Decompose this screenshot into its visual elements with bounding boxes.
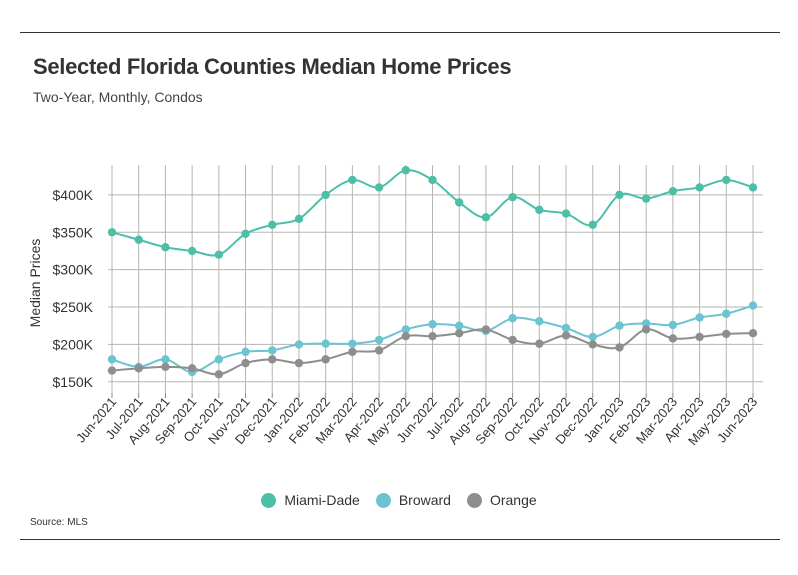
data-point-broward (374, 335, 384, 345)
y-tick-label: $150K (53, 374, 94, 390)
data-point-orange (588, 340, 597, 349)
data-point-orange (214, 370, 224, 379)
data-point-orange (668, 334, 678, 343)
data-point-orange (294, 358, 304, 368)
data-point-orange (374, 346, 384, 355)
data-point-miami-dade (187, 246, 197, 256)
grid (108, 165, 763, 393)
data-point-orange (508, 335, 517, 345)
data-point-broward (508, 314, 517, 323)
legend-item-miami-dade: Miami-Dade (261, 492, 360, 508)
data-point-miami-dade (588, 220, 597, 230)
data-point-miami-dade (615, 190, 624, 200)
data-point-miami-dade (107, 228, 117, 237)
data-point-miami-dade (374, 183, 384, 192)
data-point-orange (321, 355, 330, 364)
data-point-orange (695, 332, 704, 342)
y-axis-label: Median Prices (27, 239, 43, 328)
data-point-broward (748, 301, 758, 310)
data-point-orange (348, 347, 357, 357)
data-point-miami-dade (508, 192, 517, 202)
data-point-broward (348, 339, 357, 348)
data-point-miami-dade (561, 209, 571, 218)
data-point-miami-dade (428, 175, 437, 185)
data-point-miami-dade (348, 175, 357, 185)
legend: Miami-Dade Broward Orange (0, 492, 798, 508)
data-point-orange (455, 328, 464, 338)
y-tick-label: $400K (53, 187, 94, 203)
data-point-miami-dade (294, 214, 304, 224)
chart-title: Selected Florida Counties Median Home Pr… (33, 54, 512, 79)
series (107, 166, 758, 379)
data-point-miami-dade (481, 213, 491, 222)
legend-label: Broward (398, 492, 451, 508)
bottom-rule (20, 539, 780, 540)
data-point-orange (187, 364, 197, 373)
data-point-broward (695, 313, 704, 322)
data-point-broward (214, 355, 224, 364)
legend-label: Orange (489, 492, 537, 508)
data-point-orange (428, 331, 437, 341)
data-point-broward (588, 332, 597, 342)
legend-item-orange: Orange (466, 492, 537, 508)
legend-label: Miami-Dade (284, 492, 360, 508)
legend-item-broward: Broward (375, 492, 451, 508)
data-point-orange (535, 339, 544, 348)
legend-swatch (261, 492, 277, 508)
data-point-broward (722, 309, 731, 318)
legend-swatch (375, 492, 391, 508)
legend-swatch (466, 492, 482, 508)
data-point-miami-dade (161, 243, 170, 252)
data-point-broward (641, 319, 651, 328)
data-point-miami-dade (401, 166, 410, 175)
data-point-miami-dade (748, 183, 758, 192)
data-point-miami-dade (722, 175, 731, 185)
data-point-miami-dade (241, 229, 250, 238)
data-point-broward (401, 325, 410, 334)
data-point-broward (561, 323, 571, 333)
y-tick-label: $200K (53, 336, 94, 352)
data-point-orange (268, 355, 277, 364)
data-point-broward (535, 317, 544, 326)
data-point-broward (455, 321, 464, 330)
data-point-orange (481, 325, 491, 334)
axes: $150K$200K$250K$300K$350K$400KJun-2021Ju… (53, 187, 761, 448)
data-point-orange (161, 362, 170, 372)
data-point-broward (321, 339, 330, 348)
data-point-broward (428, 320, 437, 329)
data-point-miami-dade (134, 235, 143, 244)
data-point-broward (241, 347, 250, 357)
data-point-orange (401, 331, 410, 341)
data-point-orange (241, 358, 250, 368)
data-point-broward (268, 346, 277, 355)
data-point-orange (134, 364, 143, 373)
data-point-broward (615, 321, 624, 330)
data-point-miami-dade (695, 183, 704, 192)
data-point-miami-dade (641, 194, 651, 203)
source-note: Source: MLS (30, 517, 88, 528)
data-point-orange (107, 366, 117, 375)
data-point-broward (668, 320, 678, 330)
data-point-miami-dade (214, 250, 224, 259)
y-tick-label: $350K (53, 224, 94, 240)
data-point-miami-dade (455, 198, 464, 207)
data-point-orange (641, 325, 651, 334)
data-point-broward (107, 355, 117, 364)
data-point-broward (294, 340, 304, 349)
data-point-miami-dade (268, 220, 277, 230)
y-tick-label: $250K (53, 299, 94, 315)
data-point-miami-dade (321, 190, 330, 200)
data-point-miami-dade (535, 205, 544, 215)
top-rule (20, 32, 780, 33)
data-point-miami-dade (668, 186, 678, 196)
data-point-orange (561, 331, 571, 340)
data-point-orange (722, 329, 731, 339)
data-point-orange (615, 343, 624, 352)
y-tick-label: $300K (53, 262, 94, 278)
data-point-broward (161, 355, 170, 364)
chart-subtitle: Two-Year, Monthly, Condos (33, 89, 203, 105)
data-point-orange (748, 328, 758, 338)
